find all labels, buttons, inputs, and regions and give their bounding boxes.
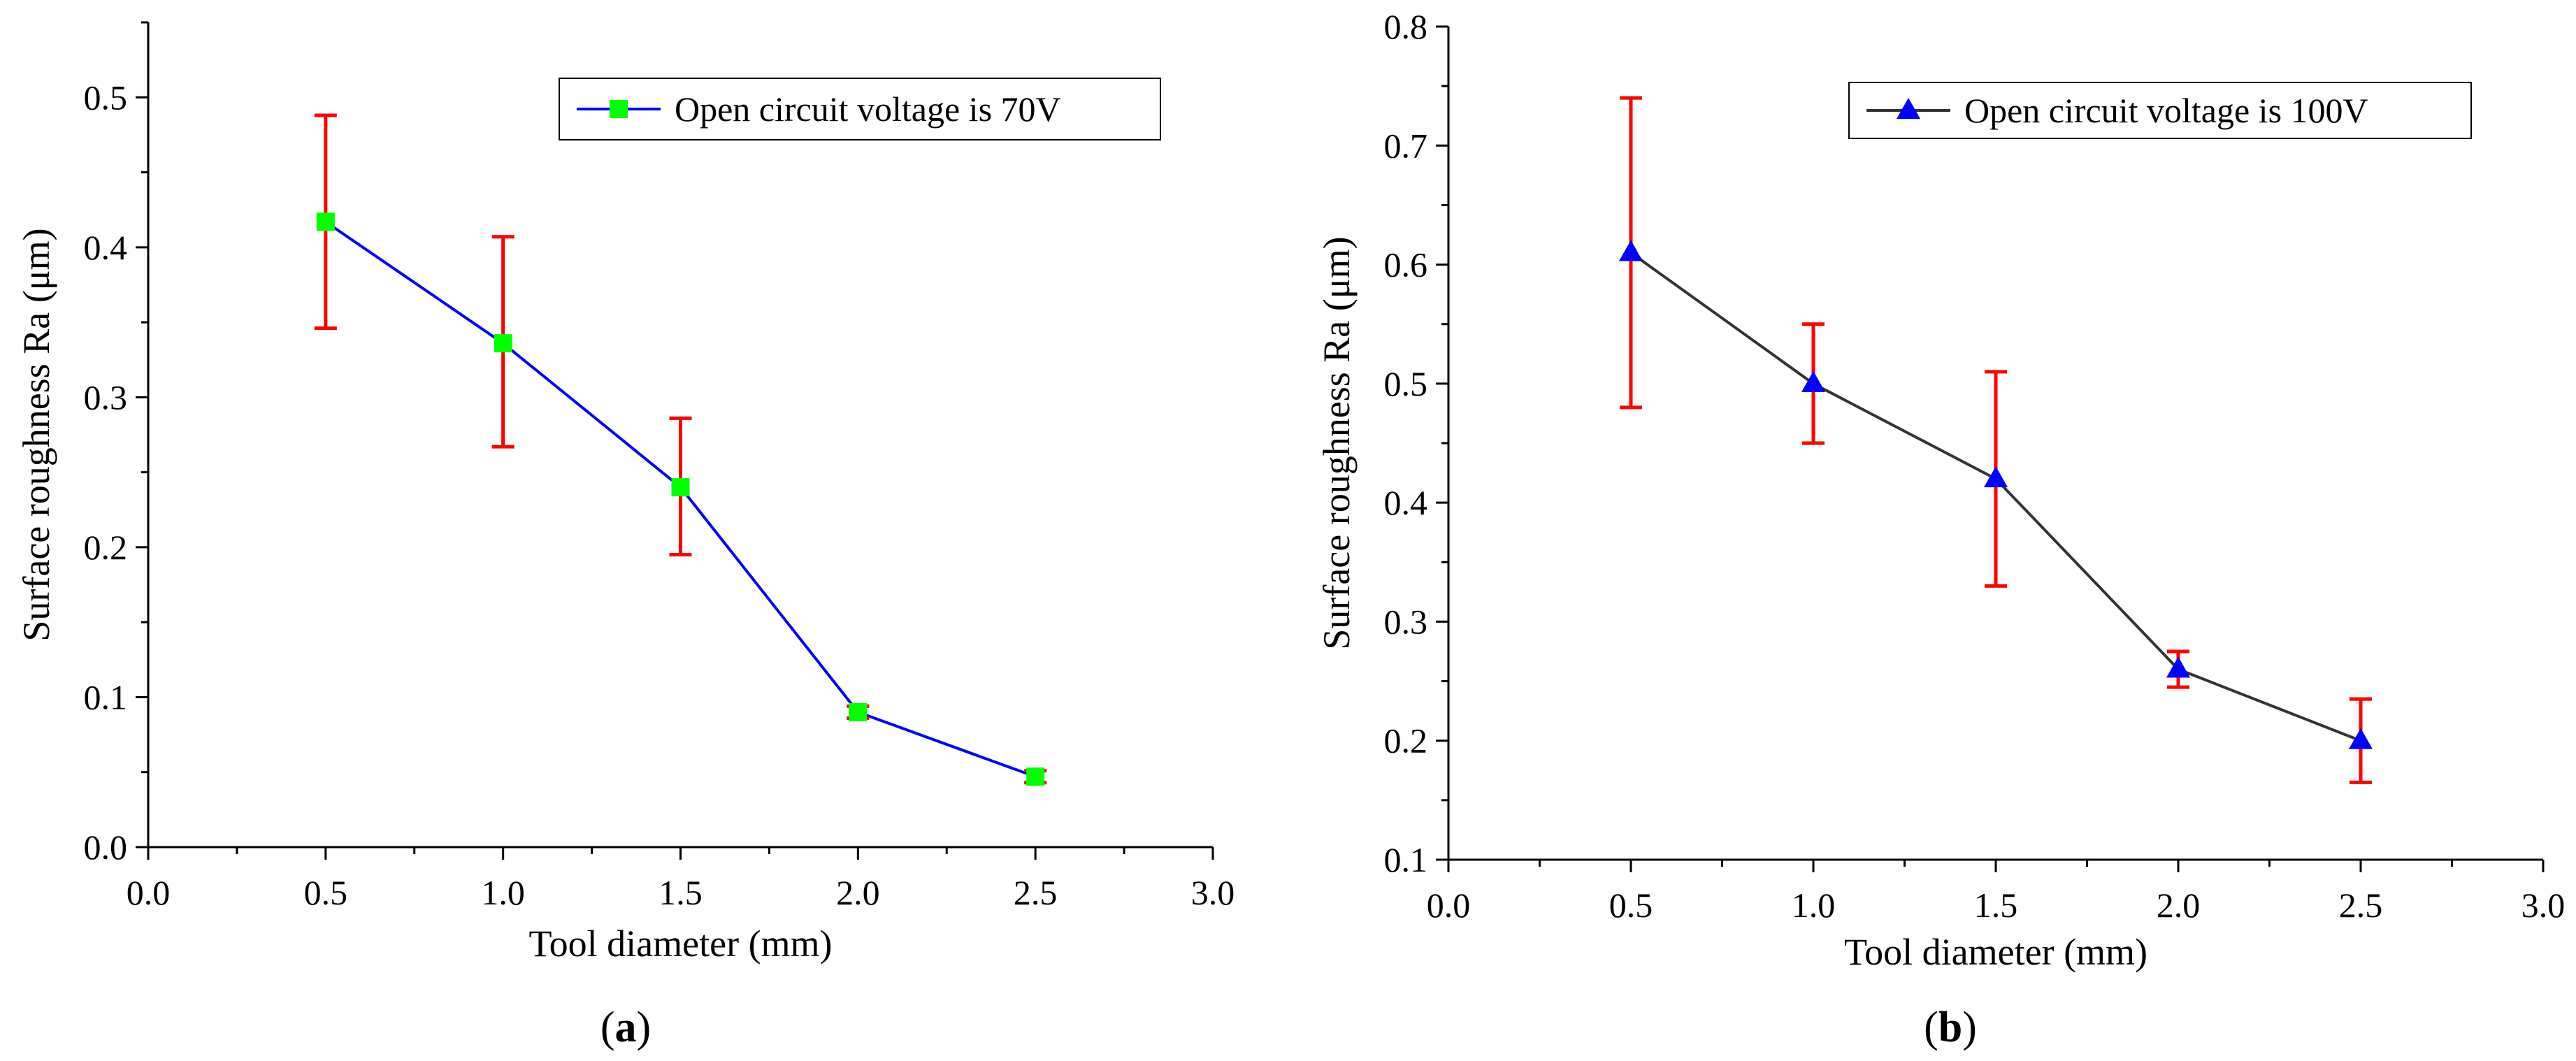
chart-2-data-point — [2349, 728, 2373, 749]
chart-2-data-point — [1619, 240, 1643, 261]
chart-2-y-tick-label: 0.8 — [1384, 7, 1428, 46]
chart-2: 0.0 0.5 1.0 1.5 2.0 2.5 3.0 0.1 0.2 0.3 0.4 0.5 0.6 0… — [1316, 7, 2565, 1051]
chart-1-y-tick-label: 0.2 — [84, 528, 128, 567]
chart-1-legend-label: Open circuit voltage is 70V — [675, 89, 1061, 129]
chart-2-panel-caption: (b) — [1924, 1004, 1977, 1051]
chart-1-panel-caption: (a) — [600, 1004, 651, 1051]
chart-1-data-point — [316, 212, 335, 231]
chart-1: 0.0 0.5 1.0 1.5 2.0 2.5 3.0 0.0 0.1 0.2 0.3 0.4 0.5 T… — [15, 21, 1235, 1051]
chart-1-x-tick-label: 0.5 — [304, 873, 348, 912]
chart-2-y-tick-label: 0.4 — [1384, 483, 1428, 522]
chart-2-legend-label: Open circuit voltage is 100V — [1964, 91, 2368, 130]
chart-1-y-tick-label: 0.1 — [84, 677, 128, 716]
chart-2-y-tick-label: 0.7 — [1384, 126, 1428, 165]
chart-2-y-tick-label: 0.1 — [1384, 840, 1428, 879]
chart-2-legend-box — [1848, 82, 2472, 139]
chart-2-x-tick-label: 1.5 — [1974, 886, 2018, 925]
chart-2-y-tick-label: 0.3 — [1384, 602, 1428, 641]
chart-1-data-point — [849, 702, 868, 721]
chart-1-x-tick-label: 2.0 — [836, 873, 880, 912]
chart-1-data-point — [671, 478, 690, 497]
chart-2-x-axis-title: Tool diameter (mm) — [1844, 931, 2147, 973]
chart-2-data-point — [1801, 370, 1825, 392]
chart-2-x-tick-label: 0.5 — [1609, 886, 1653, 925]
chart-1-data-point — [494, 334, 512, 353]
chart-2-data-point — [1984, 466, 2008, 488]
chart-2-y-tick-label: 0.5 — [1384, 364, 1428, 403]
chart-2-legend-marker — [1897, 98, 1920, 119]
chart-2-x-tick-label: 2.5 — [2339, 886, 2383, 925]
chart-2-x-tick-label: 1.0 — [1792, 886, 1836, 925]
chart-1-y-tick-label: 0.0 — [84, 828, 128, 867]
chart-1-x-tick-label: 2.5 — [1014, 873, 1058, 912]
chart-2-y-tick-label: 0.6 — [1384, 245, 1428, 284]
chart-1-y-tick-label: 0.4 — [84, 228, 128, 267]
chart-2-data-point — [2166, 656, 2190, 678]
chart-2-x-tick-label: 0.0 — [1427, 886, 1471, 925]
chart-1-legend-marker — [610, 100, 628, 118]
chart-2-x-tick-label: 3.0 — [2521, 886, 2566, 925]
chart-1-x-axis-title: Tool diameter (mm) — [528, 923, 832, 965]
chart-2-x-tick-label: 2.0 — [2157, 886, 2201, 925]
chart-1-x-tick-label: 1.5 — [659, 873, 703, 912]
chart-2-y-tick-label: 0.2 — [1384, 721, 1428, 760]
chart-2-y-axis-title: Surface roughness Ra (μm) — [1316, 236, 1358, 649]
chart-1-x-tick-label: 1.0 — [481, 873, 525, 912]
chart-1-data-point — [1026, 767, 1045, 786]
chart-1-x-tick-label: 0.0 — [127, 873, 171, 912]
chart-1-y-axis-title: Surface roughness Ra (μm) — [15, 228, 57, 641]
chart-1-y-tick-label: 0.3 — [84, 377, 128, 417]
chart-1-y-tick-label: 0.5 — [84, 78, 128, 117]
chart-1-x-tick-label: 3.0 — [1191, 873, 1235, 912]
